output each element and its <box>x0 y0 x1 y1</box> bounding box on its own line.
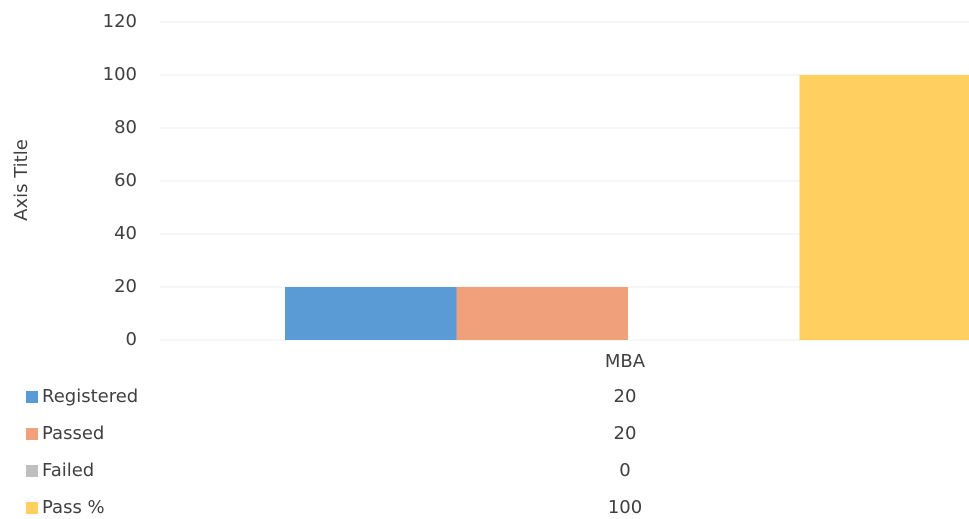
y-tick-label: 80 <box>114 117 137 138</box>
legend-swatch <box>26 502 38 514</box>
y-tick-label: 120 <box>103 11 137 32</box>
y-axis-title: Axis Title <box>11 139 32 221</box>
y-tick-label: 0 <box>126 329 137 350</box>
legend-swatch <box>26 465 38 477</box>
y-tick-label: 20 <box>114 276 137 297</box>
bar <box>456 287 628 340</box>
bar <box>285 287 457 340</box>
x-tick-label: MBA <box>605 351 646 372</box>
legend-swatch <box>26 391 38 403</box>
data-table-value: 20 <box>614 386 637 407</box>
bar <box>799 75 969 340</box>
data-table-value: 0 <box>619 460 630 481</box>
y-tick-label: 100 <box>103 64 137 85</box>
data-table-value: 20 <box>614 423 637 444</box>
legend-swatch <box>26 428 38 440</box>
y-tick-label: 40 <box>114 223 137 244</box>
legend-label: Pass % <box>42 497 105 518</box>
legend-label: Passed <box>42 423 104 444</box>
data-table-value: 100 <box>608 497 642 518</box>
legend-label: Failed <box>42 460 94 481</box>
legend-label: Registered <box>42 386 138 407</box>
y-tick-label: 60 <box>114 170 137 191</box>
